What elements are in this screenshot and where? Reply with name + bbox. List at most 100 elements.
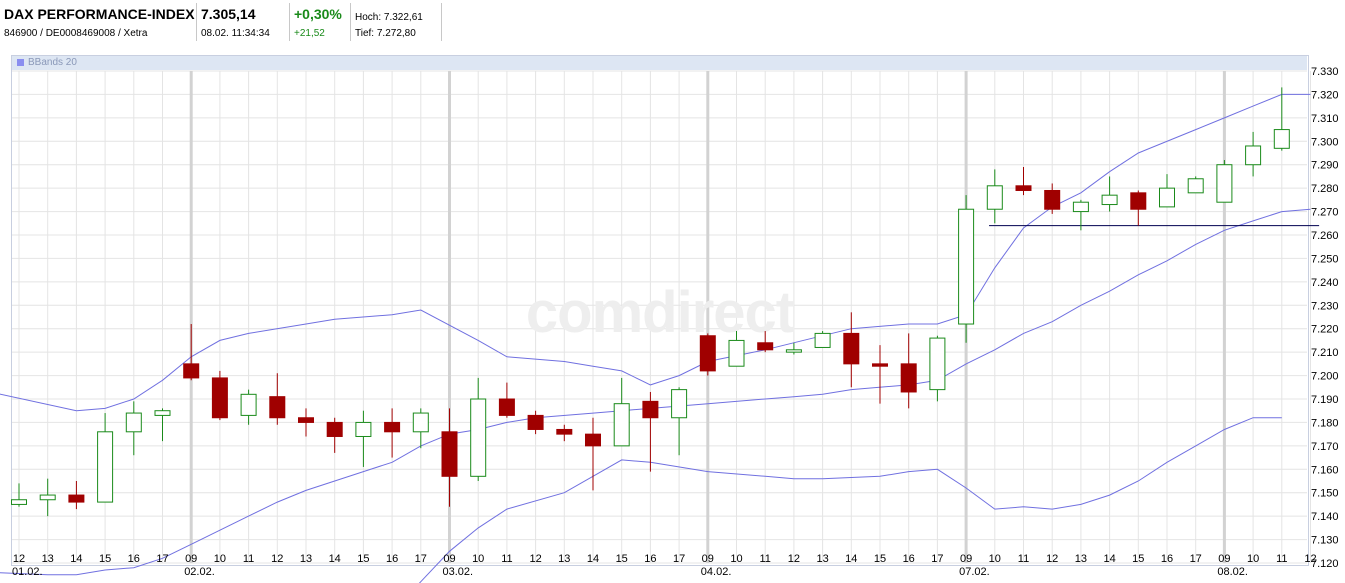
- candle-body: [39, 494, 56, 501]
- x-tick-label: 12: [13, 553, 25, 565]
- x-tick-label: 10: [472, 553, 484, 565]
- candle-up: [412, 408, 429, 449]
- candle-down: [68, 481, 85, 510]
- x-tick-label: 09: [702, 553, 714, 565]
- candle-body: [843, 332, 860, 365]
- band-middle-line: [0, 208, 1311, 576]
- x-tick-label: 15: [616, 553, 628, 565]
- candle-down: [1130, 190, 1147, 226]
- candle-body: [1187, 178, 1204, 194]
- candle-body: [125, 412, 142, 433]
- candle-body: [872, 363, 888, 367]
- x-tick-label: 16: [1161, 553, 1173, 565]
- x-tick-label: 15: [874, 553, 886, 565]
- x-tick-label: 17: [673, 553, 685, 565]
- watermark-text: comdirect: [526, 280, 795, 345]
- candle-body: [498, 398, 515, 416]
- candle-body: [556, 428, 573, 435]
- day-high: Hoch: 7.322,61: [355, 12, 423, 23]
- candle-body: [384, 421, 401, 433]
- x-tick-label: 17: [415, 553, 427, 565]
- candle-body: [355, 421, 372, 437]
- candle-body: [699, 335, 716, 372]
- candle-body: [900, 363, 917, 393]
- x-tick-label: 11: [1018, 553, 1029, 565]
- candle-down: [498, 382, 515, 418]
- last-price: 7.305,14: [201, 6, 256, 22]
- candle-up: [1187, 176, 1204, 194]
- candle-up: [986, 169, 1003, 224]
- y-tick-label: 7.230: [1311, 300, 1339, 312]
- candle-body: [613, 403, 630, 447]
- x-tick-label: 10: [989, 553, 1001, 565]
- candle-down: [211, 370, 228, 421]
- candle-body: [1072, 201, 1089, 213]
- y-tick-label: 7.280: [1311, 183, 1339, 195]
- x-tick-label: 15: [1132, 553, 1144, 565]
- change-percent: +0,30%: [294, 6, 342, 22]
- y-tick-label: 7.130: [1311, 535, 1339, 547]
- y-tick-label: 7.300: [1311, 136, 1339, 148]
- candle-up: [240, 389, 257, 425]
- x-tick-label: 11: [1276, 553, 1287, 565]
- candle-down: [556, 424, 573, 442]
- x-tick-label: 12: [1046, 553, 1058, 565]
- candle-up: [814, 331, 831, 348]
- candle-body: [785, 349, 802, 353]
- candle-body: [240, 393, 257, 416]
- candle-body: [986, 185, 1003, 210]
- candle-up: [958, 195, 975, 343]
- x-tick-label: 16: [644, 553, 656, 565]
- candle-up: [97, 413, 114, 503]
- range-cell: Hoch: 7.322,61 Tief: 7.272,80: [351, 3, 442, 41]
- candle-up: [1273, 87, 1290, 151]
- y-tick-label: 7.190: [1311, 394, 1339, 406]
- candle-up: [1072, 199, 1089, 231]
- band-upper-line: [0, 93, 1311, 412]
- instrument-cell: DAX PERFORMANCE-INDEX 846900 / DE0008469…: [0, 3, 197, 41]
- y-tick-label: 7.250: [1311, 253, 1339, 265]
- x-tick-label: 14: [1103, 553, 1115, 565]
- candle-up: [125, 401, 142, 456]
- x-tick-label: 13: [42, 553, 54, 565]
- candle-down: [585, 417, 601, 491]
- candle-body: [728, 339, 745, 367]
- x-tick-label: 12: [788, 553, 800, 565]
- candle-body: [814, 332, 831, 348]
- y-tick-label: 7.240: [1311, 277, 1339, 289]
- x-tick-label: 15: [357, 553, 369, 565]
- x-tick-label: 17: [156, 553, 168, 565]
- y-tick-label: 7.170: [1311, 441, 1339, 453]
- candle-body: [1216, 164, 1233, 203]
- x-tick-label: 09: [1218, 553, 1230, 565]
- legend-swatch-icon: [17, 59, 24, 66]
- quote-header: DAX PERFORMANCE-INDEX 846900 / DE0008469…: [0, 0, 1345, 44]
- candle-up: [1245, 131, 1262, 177]
- candle-down: [843, 312, 860, 388]
- candle-body: [97, 431, 114, 503]
- change-absolute: +21,52: [294, 28, 325, 39]
- candle-body: [1273, 129, 1290, 149]
- day-label: 02.02.: [184, 566, 215, 578]
- x-tick-label: 10: [730, 553, 742, 565]
- y-tick-label: 7.120: [1311, 558, 1339, 570]
- y-tick-label: 7.200: [1311, 371, 1339, 383]
- candle-body: [68, 494, 85, 503]
- candle-down: [298, 408, 314, 437]
- candle-body: [11, 499, 27, 505]
- candle-up: [613, 377, 630, 447]
- candle-body: [958, 208, 975, 325]
- x-tick-label: 14: [329, 553, 341, 565]
- y-tick-label: 7.220: [1311, 324, 1339, 336]
- x-tick-label: 13: [816, 553, 828, 565]
- legend-bar: BBands 20: [12, 56, 1307, 70]
- y-tick-label: 7.210: [1311, 347, 1339, 359]
- candle-body: [585, 433, 601, 447]
- y-tick-label: 7.270: [1311, 207, 1339, 219]
- candle-up: [728, 331, 745, 367]
- price-datetime: 08.02. 11:34:34: [201, 28, 270, 39]
- y-tick-label: 7.320: [1311, 89, 1339, 101]
- candle-down: [269, 373, 286, 425]
- candle-body: [671, 389, 688, 419]
- y-axis: 7.120 7.130 7.140 7.150 7.160 7.170 7.180 7.190…: [1311, 66, 1339, 570]
